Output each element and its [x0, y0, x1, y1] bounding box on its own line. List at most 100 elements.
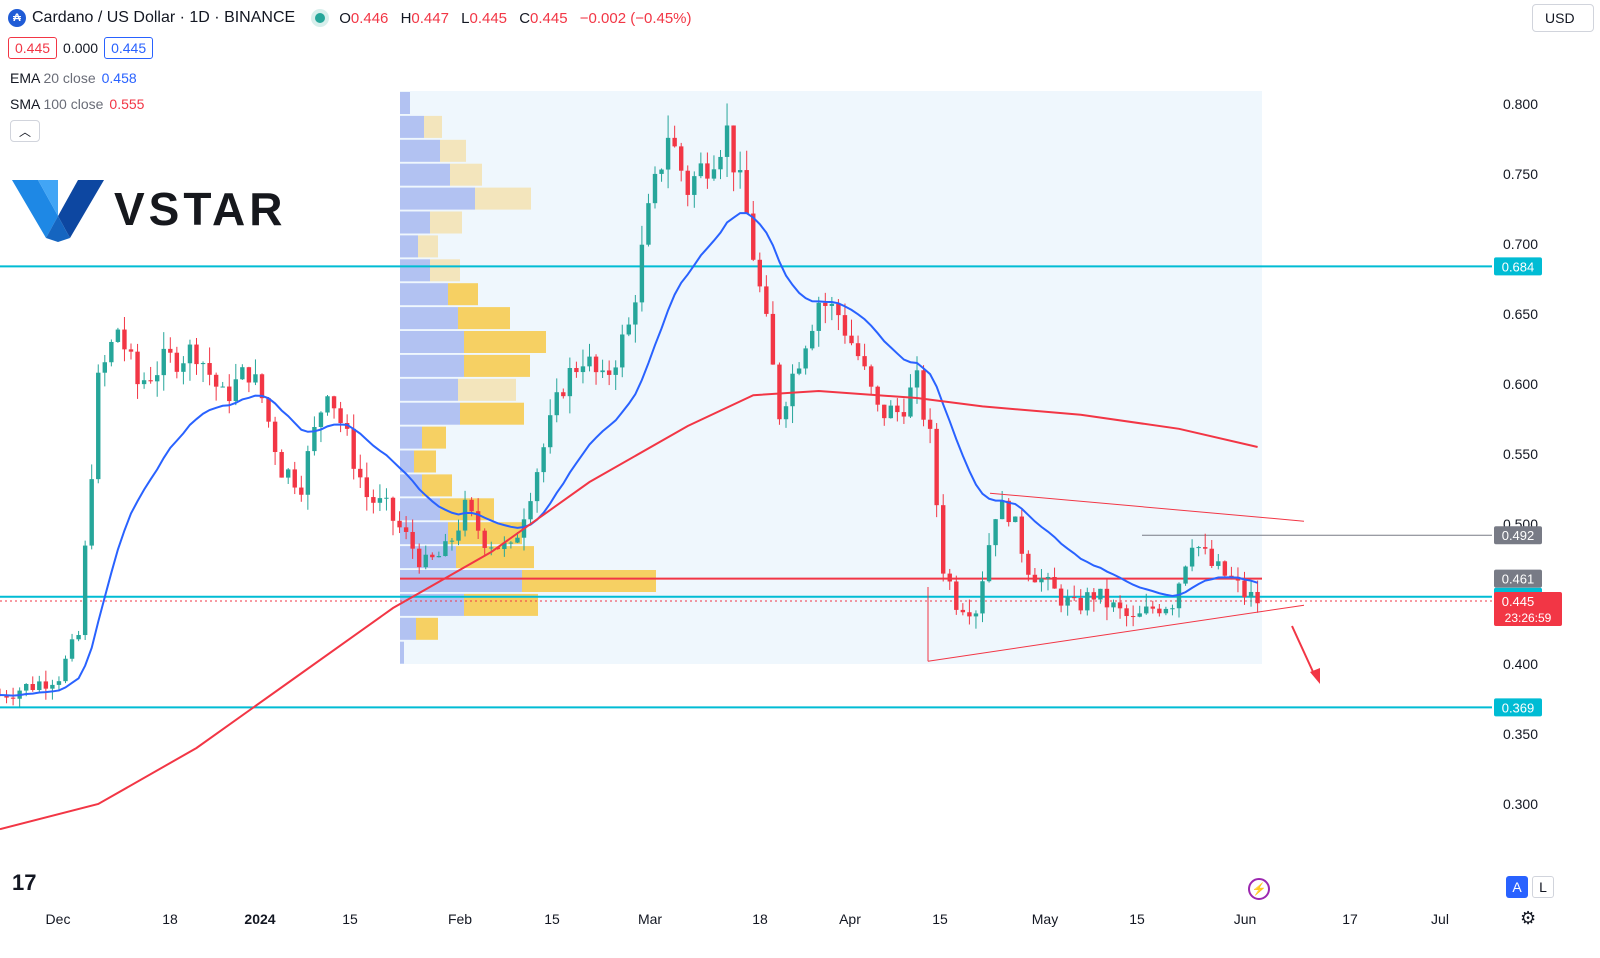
y-tick-label: 0.750 [1503, 166, 1538, 182]
volume-profile-bar [400, 235, 418, 258]
volume-profile-bar [400, 163, 450, 186]
volume-profile-bar [400, 378, 458, 401]
x-tick-label: 2024 [244, 911, 275, 927]
candle-body [764, 286, 769, 314]
candle-body [672, 137, 677, 147]
candle-body [731, 125, 736, 173]
x-tick-label: 15 [544, 911, 560, 927]
candle-body [705, 163, 710, 179]
candle-body [56, 681, 62, 685]
candle-body [63, 658, 68, 682]
candle-body [646, 203, 651, 245]
x-tick-label: 18 [752, 911, 768, 927]
candle-body [679, 146, 684, 171]
candle-body [626, 324, 631, 335]
candle-body [207, 363, 212, 375]
candle-body [692, 176, 697, 195]
candle-body [430, 554, 435, 558]
x-tick-label: 15 [1129, 911, 1145, 927]
candle-body [973, 613, 979, 617]
candle-body [403, 527, 409, 532]
candle-body [783, 406, 789, 420]
candle-body [803, 348, 808, 369]
volume-profile-bar [400, 307, 458, 330]
candle-body [50, 684, 55, 689]
y-tick-label: 0.800 [1503, 96, 1538, 112]
bearish-arrow-head [1310, 668, 1320, 684]
candle-body [999, 500, 1005, 520]
candle-body [796, 368, 802, 374]
symbol-title[interactable]: Cardano / US Dollar · 1D · BINANCE [32, 9, 296, 26]
candle-body [1203, 547, 1208, 549]
candle-body [901, 412, 907, 417]
tradingview-logo: 17 [12, 870, 37, 895]
x-tick-label: May [1032, 911, 1058, 927]
candle-body [390, 497, 396, 521]
candle-body [24, 684, 29, 691]
candle-body [967, 612, 972, 617]
candle-body [1111, 602, 1116, 608]
volume-profile-bar [416, 617, 438, 640]
price-level-badge [1494, 569, 1542, 588]
candle-body [685, 170, 690, 195]
candle-body [823, 302, 828, 306]
indicator-sma[interactable]: SMA 100 close 0.555 [10, 96, 145, 112]
candle-body [1072, 597, 1077, 599]
candle-body [475, 511, 481, 531]
vstar-logo-icon [12, 180, 104, 242]
candle-body [941, 505, 946, 574]
candle-body [213, 374, 219, 387]
candles [0, 103, 1260, 708]
candle-body [436, 556, 442, 558]
volume-profile-bar [400, 498, 440, 521]
volume-profile-bar [475, 187, 531, 210]
candle-body [1104, 588, 1110, 608]
currency-selector[interactable]: USD [1532, 4, 1594, 32]
auto-scale-button[interactable]: A [1506, 876, 1528, 898]
candle-body [737, 170, 743, 173]
triangle-lower-line [927, 604, 1305, 662]
candle-body [30, 684, 35, 690]
indicator-ema[interactable]: EMA 20 close 0.458 [10, 70, 137, 86]
candle-body [1013, 516, 1018, 523]
candle-body [246, 367, 252, 383]
lightning-icon[interactable]: ⚡ [1248, 878, 1270, 900]
price-level-label: 0.684 [1502, 259, 1535, 274]
candle-body [161, 348, 166, 376]
collapse-legend-button[interactable]: ︿ [10, 120, 40, 142]
candle-body [548, 415, 553, 448]
volume-profile-area [400, 91, 1262, 664]
candle-body [810, 330, 815, 349]
candle-body [1163, 608, 1169, 614]
candle-body [849, 335, 854, 344]
settings-icon[interactable]: ⚙ [1520, 908, 1537, 928]
x-tick-label: Jun [1234, 911, 1257, 927]
candle-body [272, 421, 278, 453]
volume-profile-bar [400, 426, 422, 449]
log-scale-button[interactable]: L [1532, 876, 1554, 898]
candle-body [633, 302, 638, 325]
volume-profile-bar [464, 354, 530, 377]
candle-body [1248, 591, 1254, 598]
volume-profile-bar [430, 259, 460, 282]
candle-body [1085, 592, 1090, 611]
buy-price-button[interactable]: 0.445 [104, 37, 154, 59]
sma-line [0, 389, 1258, 831]
logo-text: VSTAR [114, 183, 287, 235]
candle-body [1183, 566, 1188, 584]
cardano-icon: ₳ [8, 9, 26, 27]
x-tick-label: 17 [1342, 911, 1358, 927]
triangle-upper-line [989, 492, 1305, 522]
candle-body [888, 405, 893, 419]
candle-body [528, 501, 533, 520]
volume-profile-bar [464, 593, 538, 616]
candle-body [620, 334, 625, 368]
volume-profile-bar [400, 450, 414, 473]
price-level-badge [1494, 257, 1542, 276]
volume-profile-bar [400, 402, 460, 425]
sell-price-button[interactable]: 0.445 [8, 37, 58, 59]
candle-body [135, 351, 140, 385]
candle-body [698, 163, 704, 177]
candle-body [1091, 592, 1097, 600]
